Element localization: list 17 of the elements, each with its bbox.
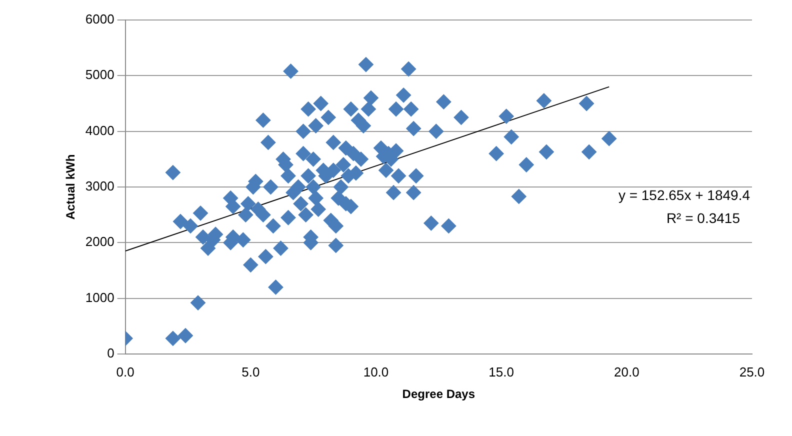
x-tick-label: 5.0: [242, 364, 260, 380]
x-tick-label: 20.0: [614, 364, 640, 380]
y-tick-label: 3000: [85, 178, 114, 194]
x-tick-label: 0.0: [116, 364, 134, 380]
x-tick-label: 15.0: [488, 364, 514, 380]
y-tick-label: 5000: [85, 67, 114, 82]
x-tick-label: 25.0: [739, 364, 765, 380]
y-tick-label: 4000: [85, 122, 114, 138]
y-tick-label: 1000: [85, 290, 114, 305]
x-tick-label: 10.0: [363, 364, 389, 380]
y-tick-label: 6000: [85, 12, 114, 27]
y-axis-title: Actual kWh: [64, 154, 78, 220]
x-axis-title: Degree Days: [402, 387, 476, 402]
y-tick-label: 0: [107, 346, 114, 361]
y-tick-label: 2000: [85, 234, 114, 250]
annotation: R² = 0.3415: [666, 210, 740, 226]
annotation: y = 152.65x + 1849.4: [618, 186, 750, 203]
